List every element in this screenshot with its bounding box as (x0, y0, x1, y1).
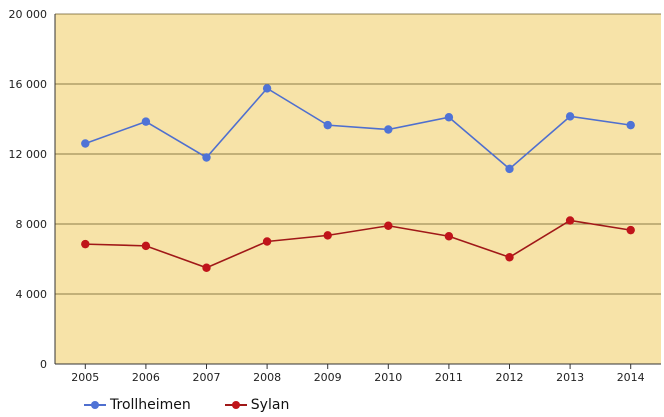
x-tick-label: 2008 (253, 371, 281, 384)
series-line-sylan (85, 219, 631, 269)
data-point-sylan (141, 241, 151, 251)
data-point-sylan (565, 216, 575, 225)
x-tick-label: 2007 (193, 371, 221, 384)
x-tick-label: 2011 (435, 371, 463, 384)
x-tick-label: 2009 (314, 371, 342, 384)
data-point-sylan (626, 225, 635, 235)
y-tick-label: 12 000 (9, 148, 48, 161)
x-tick-label: 2013 (556, 371, 584, 384)
x-tick-label: 2014 (617, 371, 645, 384)
data-point-sylan (323, 231, 332, 240)
data-point-sylan (262, 237, 272, 246)
legend-label-trollheimen: Trollheimen (110, 397, 191, 413)
data-point-sylan (444, 232, 454, 241)
data-point-trollheimen (323, 120, 332, 130)
y-tick-label: 20 000 (9, 8, 48, 21)
data-point-trollheimen (505, 164, 514, 174)
y-tick-label: 4 000 (16, 288, 48, 301)
x-tick-label: 2010 (374, 371, 402, 384)
legend-swatch-trollheimen (84, 400, 106, 410)
x-tick-label: 2012 (496, 371, 524, 384)
data-point-trollheimen (202, 153, 211, 162)
data-point-trollheimen (626, 120, 635, 130)
data-point-sylan (81, 239, 90, 249)
data-point-trollheimen (444, 113, 454, 122)
data-point-trollheimen (141, 117, 151, 126)
y-tick-label: 16 000 (9, 78, 48, 91)
data-point-trollheimen (565, 112, 575, 121)
legend-item-trollheimen: Trollheimen (84, 397, 191, 413)
legend: Trollheimen Sylan (84, 395, 289, 415)
legend-item-sylan: Sylan (224, 397, 290, 413)
data-point-sylan (384, 221, 393, 230)
y-tick-label: 8 000 (16, 218, 48, 231)
data-point-trollheimen (384, 125, 393, 134)
data-point-sylan (505, 253, 514, 262)
x-tick-label: 2006 (132, 371, 160, 384)
series-line-trollheimen (85, 87, 631, 170)
y-tick-label: 0 (40, 358, 47, 371)
data-point-trollheimen (262, 84, 272, 93)
x-tick-label: 2005 (71, 371, 99, 384)
data-point-trollheimen (81, 139, 90, 148)
data-point-sylan (202, 263, 211, 272)
legend-swatch-sylan (224, 400, 247, 410)
legend-label-sylan: Sylan (250, 397, 290, 413)
plot-area (55, 14, 661, 364)
